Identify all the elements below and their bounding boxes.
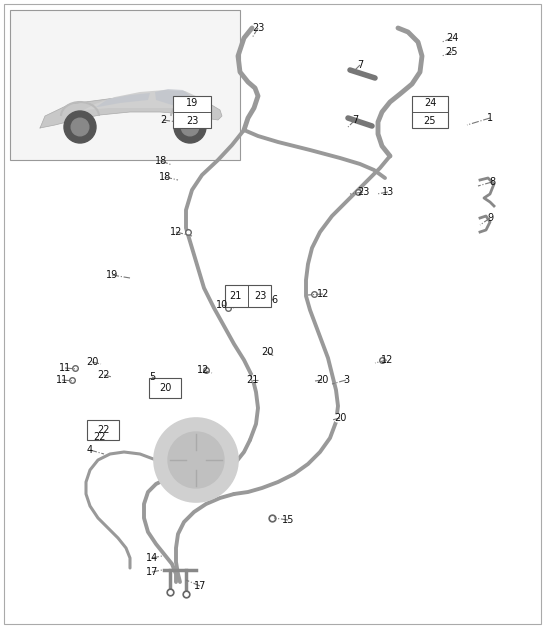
Circle shape [436, 48, 444, 56]
Polygon shape [40, 97, 222, 128]
Text: 18: 18 [159, 172, 171, 182]
FancyBboxPatch shape [4, 4, 541, 624]
Text: 18: 18 [155, 156, 167, 166]
Text: 24: 24 [446, 33, 458, 43]
Text: 1: 1 [487, 113, 493, 123]
Text: 8: 8 [489, 177, 495, 187]
Text: 25: 25 [446, 47, 458, 57]
Text: 14: 14 [146, 553, 158, 563]
FancyBboxPatch shape [87, 420, 119, 440]
Text: 22: 22 [98, 370, 110, 380]
Text: 7: 7 [352, 115, 358, 125]
Text: 10: 10 [216, 300, 228, 310]
Text: 25: 25 [424, 116, 436, 126]
Text: 20: 20 [86, 357, 98, 367]
Text: 20: 20 [159, 383, 171, 393]
Circle shape [252, 374, 260, 382]
Text: 13: 13 [382, 187, 394, 197]
Text: 12: 12 [170, 227, 182, 237]
Circle shape [181, 118, 199, 136]
Circle shape [154, 418, 238, 502]
Text: 21: 21 [229, 291, 241, 301]
FancyBboxPatch shape [225, 285, 271, 307]
Text: 20: 20 [334, 413, 346, 423]
Text: 15: 15 [282, 515, 294, 525]
Text: 20: 20 [316, 375, 328, 385]
Text: 23: 23 [252, 23, 264, 33]
Text: 23: 23 [357, 187, 369, 197]
Polygon shape [96, 93, 150, 107]
Text: 22: 22 [97, 425, 109, 435]
Polygon shape [80, 90, 200, 112]
Circle shape [126, 271, 134, 279]
Text: 23: 23 [186, 116, 198, 126]
Circle shape [314, 376, 322, 384]
Text: 12: 12 [197, 365, 209, 375]
Text: 17: 17 [194, 581, 206, 591]
Text: 11: 11 [56, 375, 68, 385]
Circle shape [174, 111, 206, 143]
Text: 20: 20 [261, 347, 273, 357]
FancyBboxPatch shape [173, 96, 211, 128]
Text: 7: 7 [357, 60, 363, 70]
Text: 24: 24 [424, 99, 436, 109]
Text: 12: 12 [381, 355, 393, 365]
Text: 22: 22 [94, 432, 106, 442]
Circle shape [436, 34, 444, 42]
FancyBboxPatch shape [412, 96, 448, 128]
Circle shape [168, 432, 224, 488]
Text: 19: 19 [186, 99, 198, 109]
Text: 2: 2 [160, 115, 166, 125]
Circle shape [334, 414, 342, 422]
Text: 4: 4 [87, 445, 93, 455]
Text: 21: 21 [246, 375, 258, 385]
Text: 19: 19 [106, 270, 118, 280]
Text: 11: 11 [59, 363, 71, 373]
Circle shape [94, 358, 102, 366]
Circle shape [266, 348, 274, 356]
Circle shape [106, 371, 114, 379]
Text: 12: 12 [317, 289, 329, 299]
Circle shape [64, 111, 96, 143]
Text: 23: 23 [255, 291, 267, 301]
FancyBboxPatch shape [149, 378, 181, 398]
Text: 3: 3 [343, 375, 349, 385]
Polygon shape [155, 89, 192, 105]
Text: 5: 5 [149, 372, 155, 382]
Circle shape [71, 118, 89, 136]
Text: 6: 6 [271, 295, 277, 305]
FancyBboxPatch shape [10, 10, 240, 160]
Text: 17: 17 [146, 567, 158, 577]
Text: 9: 9 [487, 213, 493, 223]
